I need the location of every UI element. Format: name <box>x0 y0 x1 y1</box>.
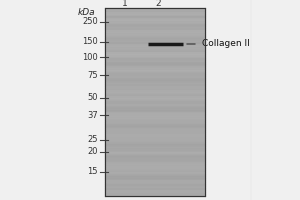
Text: 50: 50 <box>88 94 98 102</box>
Text: 20: 20 <box>88 148 98 156</box>
Text: 100: 100 <box>82 52 98 62</box>
Text: 1: 1 <box>122 0 128 8</box>
Text: 37: 37 <box>87 110 98 119</box>
Text: 75: 75 <box>87 71 98 79</box>
Text: 25: 25 <box>88 136 98 144</box>
Text: kDa: kDa <box>77 8 95 17</box>
Bar <box>105 8 205 196</box>
Text: 15: 15 <box>88 168 98 176</box>
Text: Collagen II: Collagen II <box>202 40 250 48</box>
Text: 2: 2 <box>155 0 161 8</box>
Text: 250: 250 <box>82 18 98 26</box>
Text: 150: 150 <box>82 38 98 46</box>
